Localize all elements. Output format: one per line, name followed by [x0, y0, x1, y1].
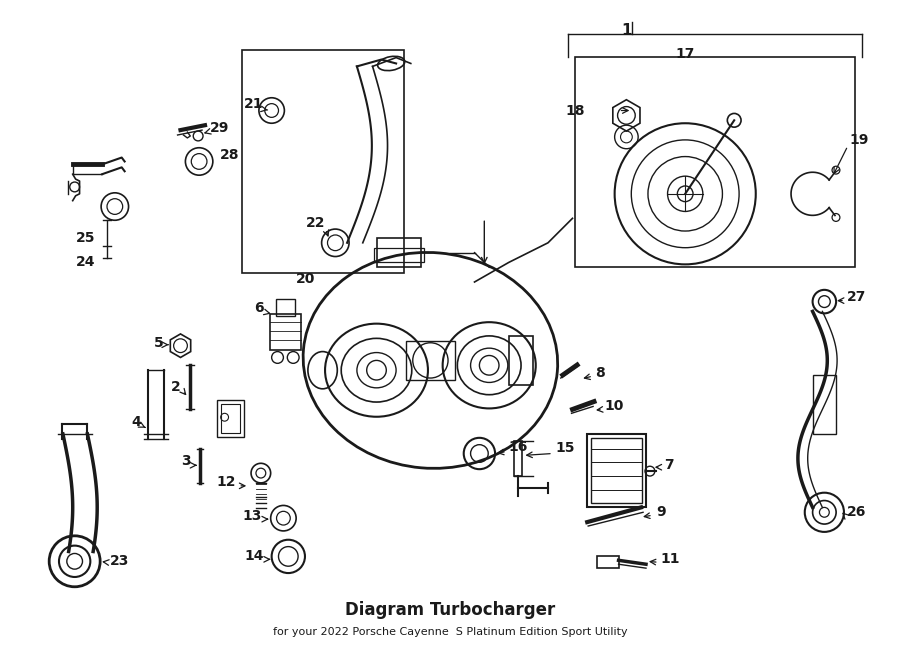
Bar	[575, 56, 855, 267]
Text: Diagram Turbocharger: Diagram Turbocharger	[345, 601, 555, 619]
Bar	[217, 400, 244, 437]
Text: 16: 16	[508, 440, 528, 453]
Text: 14: 14	[244, 549, 264, 563]
Bar	[220, 404, 240, 433]
Text: 15: 15	[556, 441, 575, 455]
Bar	[587, 434, 646, 507]
Text: 7: 7	[663, 458, 673, 472]
Bar	[597, 556, 618, 568]
Text: 23: 23	[110, 554, 130, 568]
Text: 29: 29	[210, 121, 230, 135]
Circle shape	[50, 536, 100, 587]
Text: 13: 13	[242, 509, 262, 523]
Text: 20: 20	[296, 272, 316, 286]
Text: 12: 12	[217, 475, 237, 489]
Bar	[242, 50, 404, 273]
Text: 22: 22	[306, 216, 326, 230]
Bar	[275, 299, 295, 316]
Text: 8: 8	[595, 366, 605, 380]
Text: 28: 28	[220, 148, 239, 162]
Text: 19: 19	[850, 133, 869, 147]
Bar	[374, 248, 424, 262]
Bar	[813, 375, 836, 434]
Text: 10: 10	[605, 399, 625, 414]
Text: 24: 24	[76, 256, 95, 269]
Text: 17: 17	[676, 46, 695, 61]
Text: 21: 21	[244, 97, 264, 111]
Text: 4: 4	[131, 415, 141, 429]
Bar	[270, 314, 301, 350]
Bar	[406, 341, 454, 380]
Text: 26: 26	[847, 505, 867, 519]
Text: 5: 5	[154, 336, 164, 350]
Text: 6: 6	[254, 301, 264, 316]
Text: 27: 27	[847, 290, 867, 304]
Text: 18: 18	[566, 103, 585, 117]
Bar	[376, 238, 420, 267]
Bar	[591, 438, 642, 504]
Text: 3: 3	[181, 454, 190, 468]
Text: 11: 11	[661, 552, 680, 566]
Text: 2: 2	[171, 380, 181, 394]
Text: 25: 25	[76, 231, 95, 245]
Text: for your 2022 Porsche Cayenne  S Platinum Edition Sport Utility: for your 2022 Porsche Cayenne S Platinum…	[273, 627, 627, 637]
Text: 1: 1	[621, 23, 632, 38]
Bar	[514, 441, 521, 476]
Circle shape	[805, 493, 844, 532]
Text: 9: 9	[656, 505, 665, 519]
Bar	[508, 336, 534, 385]
